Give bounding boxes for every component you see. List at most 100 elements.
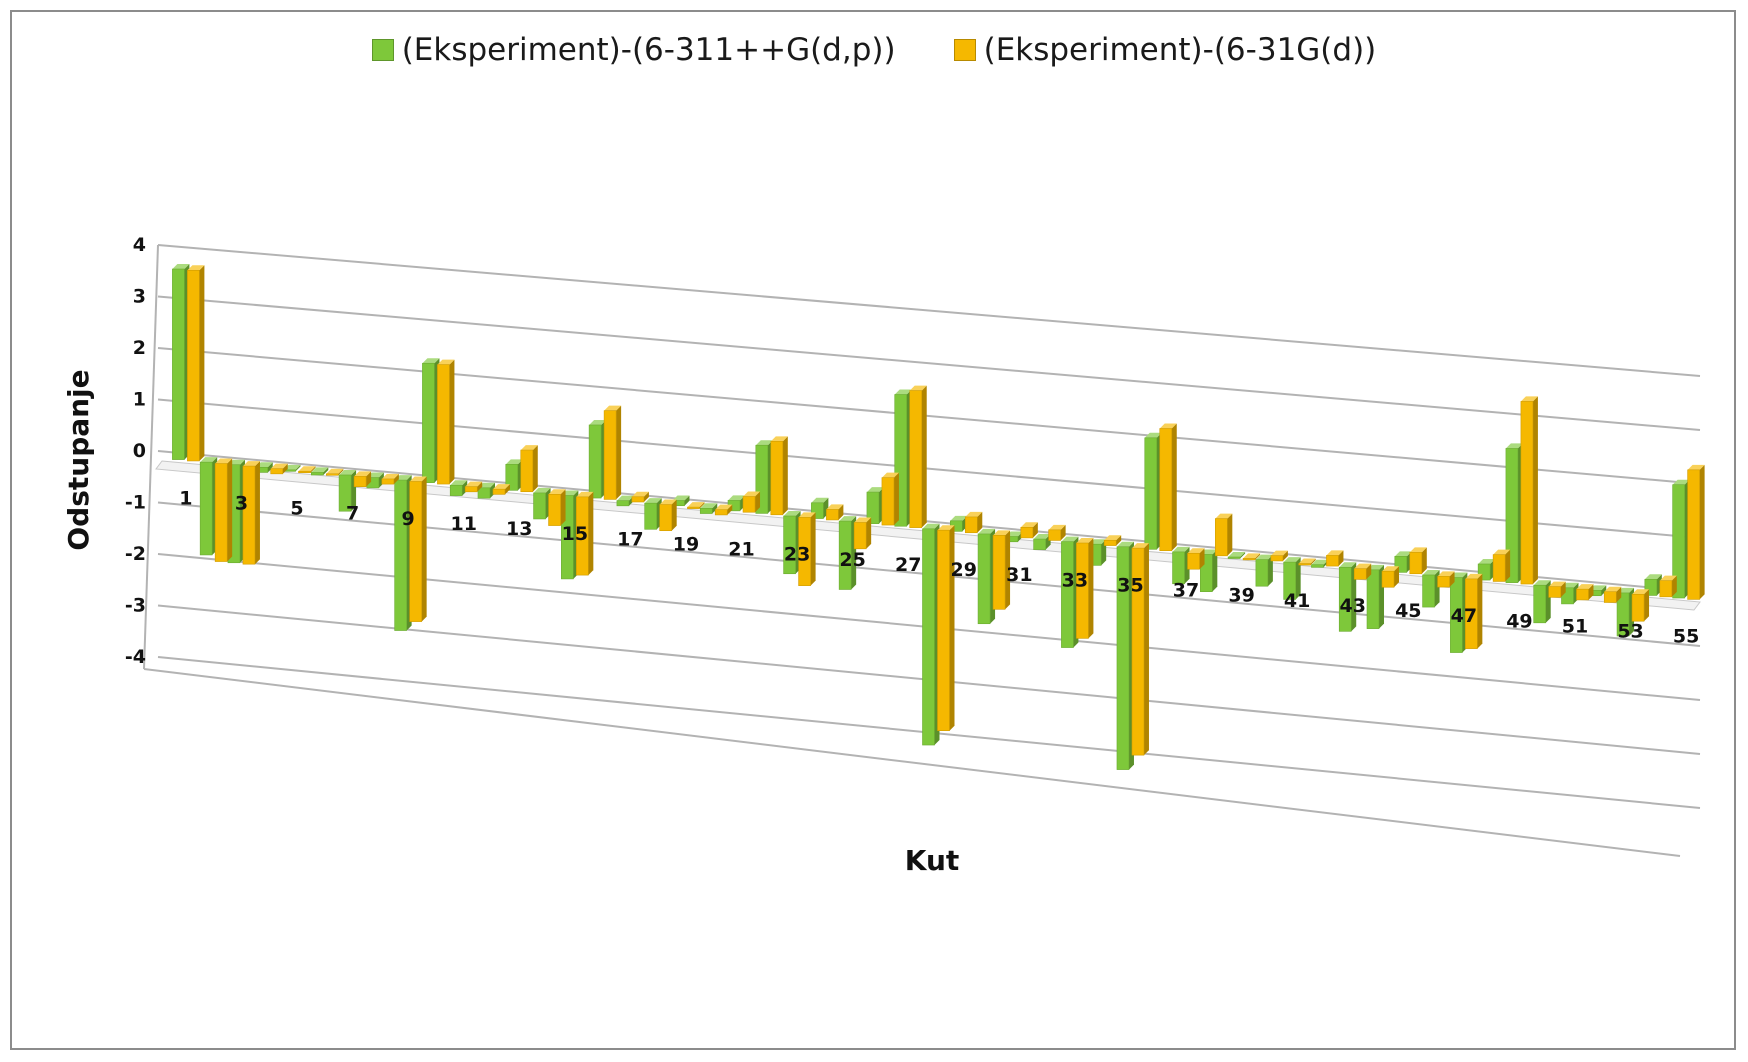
bar-series-2-cat-21 (742, 491, 761, 513)
bar-series-2-cat-27 (909, 385, 927, 528)
grid-layer (143, 244, 1701, 857)
x-tick-label: 5 (290, 498, 303, 520)
bar-series-1-cat-5 (283, 464, 301, 472)
x-tick-label: 9 (402, 508, 415, 530)
x-tick-label: 37 (1173, 580, 1199, 602)
bar-series-2-cat-11 (464, 481, 483, 493)
x-tick-label: 25 (839, 549, 865, 571)
x-tick-label: 3 (235, 492, 248, 514)
bar-series-1-cat-20 (699, 503, 718, 514)
y-tick-label: -3 (125, 595, 146, 617)
y-tick-label: 2 (133, 337, 146, 359)
bar-series-2-cat-52 (1603, 586, 1622, 603)
bar-series-2-cat-12 (492, 484, 510, 495)
bar-series-2-cat-38 (1215, 513, 1233, 557)
bar-series-1-cat-25 (838, 516, 857, 590)
bar-series-2-cat-45 (1409, 547, 1427, 575)
floor-front-line (143, 668, 1681, 857)
bar-series-1-cat-41 (1283, 557, 1301, 600)
bar-series-2-cat-23 (798, 512, 816, 586)
bar-series-2-cat-5 (298, 466, 316, 474)
bar-series-1-cat-46 (1422, 569, 1440, 608)
y-tick-label: -2 (125, 543, 146, 565)
x-tick-label: 51 (1562, 615, 1588, 637)
bar-series-1-cat-39 (1227, 552, 1246, 559)
bar-series-1-cat-49 (1505, 443, 1523, 583)
bar-series-1-cat-37 (1172, 546, 1190, 585)
bar-series-2-cat-8 (381, 473, 399, 485)
bar-series-2-cat-30 (992, 530, 1011, 610)
legend: (Eksperiment)-(6-311++G(d,p)) (Eksperime… (0, 32, 1748, 68)
x-tick-label: 33 (1062, 569, 1088, 591)
y-tick-label: -4 (125, 646, 146, 668)
legend-label-series-1: (Eksperiment)-(6-311++G(d,p)) (401, 32, 896, 68)
x-tick-label: 39 (1228, 585, 1254, 607)
bar-series-1-cat-19 (672, 495, 690, 507)
bar-series-2-cat-40 (1270, 550, 1288, 562)
bar-series-2-cat-33 (1076, 538, 1094, 639)
y-tick-label: 0 (133, 440, 146, 462)
x-tick-label: 45 (1395, 600, 1421, 622)
bar-series-2-cat-22 (770, 436, 788, 516)
bar-series-1-cat-2 (199, 457, 218, 556)
bar-series-1-cat-4 (255, 462, 273, 473)
bar-series-1-cat-1 (172, 264, 190, 460)
x-tick-label: 43 (1340, 595, 1366, 617)
bar-series-2-cat-18 (659, 499, 677, 532)
legend-swatch-series-2 (953, 39, 976, 61)
bar-series-2-cat-46 (1437, 571, 1455, 588)
bar-series-2-cat-34 (1103, 535, 1122, 546)
bar-series-1-cat-14 (533, 487, 551, 520)
bar-series-1-cat-36 (1144, 432, 1162, 550)
bar-series-2-cat-3 (242, 461, 260, 565)
gridline-1 (157, 295, 1701, 431)
bar-series-2-cat-4 (270, 463, 288, 475)
x-tick-label: 21 (728, 539, 754, 561)
bar-series-1-cat-33 (1061, 536, 1079, 648)
legend-swatch-series-1 (371, 39, 394, 61)
bar-series-1-cat-9 (394, 475, 412, 631)
x-tick-label: 53 (1617, 621, 1643, 643)
x-tick-label: 11 (450, 513, 476, 535)
x-tick-label: 49 (1506, 610, 1532, 632)
bar-series-2-cat-2 (214, 458, 233, 562)
bar-series-2-cat-55 (1687, 464, 1705, 600)
bar-series-1-cat-28 (922, 523, 940, 746)
bar-series-1-cat-44 (1366, 564, 1385, 629)
x-tick-label: 35 (1117, 574, 1143, 596)
bar-series-2-cat-43 (1353, 563, 1372, 580)
bar-series-2-cat-9 (409, 476, 427, 622)
bar-series-2-cat-53 (1631, 589, 1650, 622)
bar-series-2-cat-31 (1020, 522, 1038, 539)
bar-series-2-cat-28 (937, 525, 955, 731)
bar-series-1-cat-50 (1533, 580, 1551, 624)
bar-layer (172, 264, 1705, 770)
y-tick-label: 1 (133, 389, 146, 411)
bar-series-2-cat-36 (1159, 423, 1177, 552)
x-tick-label: 27 (895, 554, 921, 576)
bar-series-2-cat-15 (576, 491, 594, 576)
bar-series-2-cat-14 (548, 489, 566, 526)
x-tick-label: 23 (784, 544, 810, 566)
x-tick-label: 7 (346, 503, 359, 525)
bar-series-1-cat-10 (422, 358, 440, 483)
bar-series-2-cat-37 (1187, 548, 1205, 570)
y-tick-label: -1 (125, 492, 146, 514)
x-tick-label: 19 (673, 533, 699, 555)
gridline-3 (157, 398, 1701, 539)
bar-series-2-cat-1 (187, 265, 205, 462)
x-tick-label: 31 (1006, 564, 1032, 586)
legend-label-series-2: (Eksperiment)-(6-31G(d)) (983, 32, 1377, 68)
x-tick-label: 29 (951, 559, 977, 581)
bar-series-2-cat-49 (1520, 396, 1538, 585)
bar-series-2-cat-44 (1381, 566, 1400, 588)
back-wall-edge (143, 244, 159, 670)
bar-series-2-cat-17 (631, 491, 649, 503)
bar-series-2-cat-24 (826, 504, 844, 521)
gridline-2 (157, 347, 1701, 485)
bar-series-2-cat-26 (881, 472, 899, 526)
bar-series-2-cat-20 (714, 504, 733, 516)
bar-series-2-cat-54 (1659, 575, 1677, 598)
bar-series-1-cat-6 (310, 467, 329, 476)
bar-series-2-cat-39 (1242, 553, 1261, 561)
